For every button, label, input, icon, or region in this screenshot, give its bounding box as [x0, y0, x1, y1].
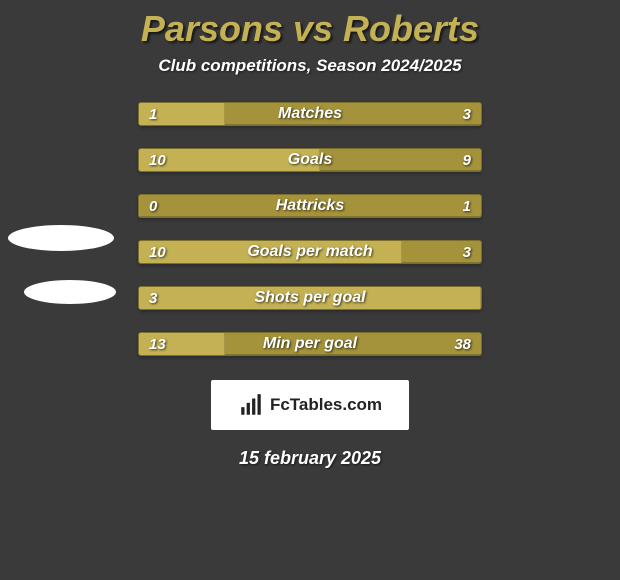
stat-row: 0 Hattricks 1	[138, 194, 482, 218]
bar-fill	[139, 149, 320, 171]
bar-fill	[139, 333, 225, 355]
page-title: Parsons vs Roberts	[0, 8, 620, 50]
comparison-card: Parsons vs Roberts Club competitions, Se…	[0, 0, 620, 580]
stat-right-value: 3	[463, 103, 471, 125]
bar-track: 10 Goals per match 3	[138, 240, 482, 264]
bar-track: 1 Matches 3	[138, 102, 482, 126]
stat-left-value: 0	[149, 195, 157, 217]
stat-bars: 1 Matches 3 10 Goals 9 0 Hattricks 1	[138, 102, 482, 356]
stat-right-value: 38	[454, 333, 471, 355]
stat-row: 10 Goals per match 3	[138, 240, 482, 264]
ellipse-icon	[8, 225, 114, 251]
ellipse-icon	[24, 280, 116, 304]
stat-right-value: 1	[463, 195, 471, 217]
subtitle: Club competitions, Season 2024/2025	[0, 56, 620, 76]
bar-fill	[139, 287, 481, 309]
source-badge: FcTables.com	[211, 380, 409, 430]
stat-row: 3 Shots per goal	[138, 286, 482, 310]
stat-row: 10 Goals 9	[138, 148, 482, 172]
stat-row: 1 Matches 3	[138, 102, 482, 126]
bar-fill	[139, 103, 225, 125]
stat-row: 13 Min per goal 38	[138, 332, 482, 356]
bar-fill	[139, 241, 402, 263]
bar-track: 13 Min per goal 38	[138, 332, 482, 356]
source-label: FcTables.com	[270, 395, 382, 415]
bar-track: 10 Goals 9	[138, 148, 482, 172]
bar-fill	[139, 195, 140, 217]
stat-right-value: 9	[463, 149, 471, 171]
bar-track: 0 Hattricks 1	[138, 194, 482, 218]
bar-track: 3 Shots per goal	[138, 286, 482, 310]
stat-label: Hattricks	[139, 195, 481, 217]
date-label: 15 february 2025	[0, 448, 620, 469]
stat-right-value: 3	[463, 241, 471, 263]
bar-chart-icon	[238, 392, 264, 418]
